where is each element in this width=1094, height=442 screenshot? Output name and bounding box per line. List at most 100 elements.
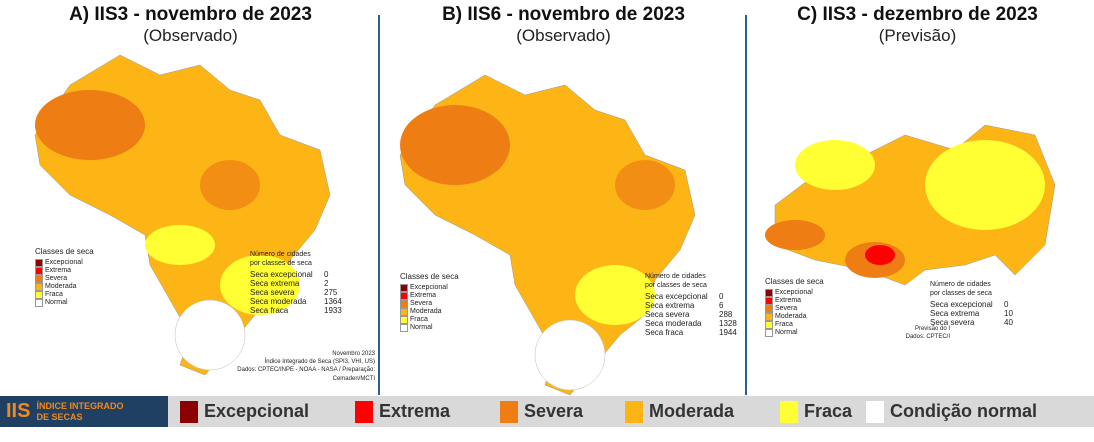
legend-swatch <box>400 284 408 292</box>
legend-label: Moderada <box>775 313 807 320</box>
legend-swatch <box>355 400 373 423</box>
row-label: Seca severa <box>930 318 975 327</box>
logo-mark: IIS <box>6 400 31 422</box>
legend-label: Extrema <box>410 292 437 299</box>
legend-label: Normal <box>775 329 798 336</box>
legend-swatch <box>765 289 773 297</box>
legend-swatch <box>35 299 43 307</box>
legend-label: Severa <box>775 305 798 312</box>
legend-label: Severa <box>45 275 68 282</box>
legend-label: Fraca <box>410 316 428 323</box>
legend-swatch <box>35 275 43 283</box>
panel-title: A) IIS3 - novembro de 2023 <box>69 4 312 25</box>
legend-swatch <box>765 305 773 313</box>
row-value: 1944 <box>719 328 737 337</box>
table-title: Número de cidades por classes de seca <box>250 251 312 267</box>
logo: IIS ÍNDICE INTEGRADO DE SECAS <box>0 396 168 427</box>
note: Dados: CPTEC/I <box>905 334 950 340</box>
legend-item: Extrema <box>355 396 450 427</box>
row-label: Seca excepcional <box>250 270 313 279</box>
legend-swatch <box>625 400 643 423</box>
row-value: 275 <box>324 288 338 297</box>
divider <box>378 15 380 395</box>
row-label: Seca moderada <box>645 319 702 328</box>
row-label: Seca extrema <box>645 301 695 310</box>
map-c <box>765 124 1056 286</box>
legend-swatch <box>400 300 408 308</box>
legend-label: Moderada <box>410 308 442 315</box>
row-value: 1364 <box>324 297 342 306</box>
table-title: Número de cidades por classes de seca <box>930 281 992 297</box>
legend-item: Moderada <box>625 396 734 427</box>
row-value: 0 <box>1004 300 1009 309</box>
legend-title: Classes de seca <box>400 272 459 281</box>
row-value: 6 <box>719 301 724 310</box>
row-value: 1328 <box>719 319 737 328</box>
panel-subtitle: (Observado) <box>516 26 611 45</box>
legend-swatch <box>35 259 43 267</box>
note: Índice Integrado de Seca (SPI3, VHI, US) <box>264 359 375 365</box>
panel-title: C) IIS3 - dezembro de 2023 <box>797 4 1038 25</box>
row-label: Seca fraca <box>645 328 684 337</box>
note: Previsão do I <box>914 326 950 332</box>
row-value: 0 <box>324 270 329 279</box>
maps <box>34 54 1056 396</box>
legend-label: Fraca <box>775 321 793 328</box>
legend-item: Fraca <box>780 396 852 427</box>
legend-label: Severa <box>524 401 584 421</box>
legend-title: Classes de seca <box>35 247 94 256</box>
legend-item: Severa <box>500 396 583 427</box>
map-a <box>34 54 331 376</box>
legend-swatch <box>866 400 884 423</box>
legend-swatch <box>35 291 43 299</box>
legend-label: Extrema <box>45 267 72 274</box>
row-label: Seca severa <box>250 288 295 297</box>
legend-swatch <box>765 329 773 337</box>
legend-label: Normal <box>45 299 68 306</box>
row-label: Seca severa <box>645 310 690 319</box>
legend-label: Condição normal <box>890 401 1038 421</box>
legend-label: Fraca <box>804 401 853 421</box>
legend-swatch <box>765 321 773 329</box>
legend-label: Normal <box>410 324 433 331</box>
row-label: Seca extrema <box>930 309 980 318</box>
note: Dados: CPTEC/INPE - NOAA - NASA / Prepar… <box>237 367 375 382</box>
row-label: Seca moderada <box>250 297 307 306</box>
panel-subtitle: (Observado) <box>143 26 238 45</box>
legend-label: Excepcional <box>775 289 813 296</box>
legend-item: Condição normal <box>866 396 1037 427</box>
legend-swatch <box>780 400 798 423</box>
table-title: Número de cidades por classes de seca <box>645 273 707 289</box>
row-value: 2 <box>324 279 329 288</box>
legend-label: Moderada <box>45 283 77 290</box>
legend-swatch <box>400 324 408 332</box>
legend-swatch <box>500 400 518 423</box>
row-value: 0 <box>719 292 724 301</box>
legend-swatch <box>400 316 408 324</box>
legend-swatch <box>180 400 198 423</box>
legend-label: Excepcional <box>204 401 310 421</box>
legend-title: Classes de seca <box>765 277 824 286</box>
legend-label: Extrema <box>775 297 802 304</box>
row-label: Seca fraca <box>250 306 289 315</box>
legend-swatch <box>35 267 43 275</box>
panel-subtitle: (Previsão) <box>878 26 957 45</box>
legend-label: Excepcional <box>410 284 448 291</box>
legend-label: Extrema <box>379 401 451 421</box>
legend-item: Excepcional <box>180 396 309 427</box>
map-b <box>399 74 696 396</box>
legend-label: Fraca <box>45 291 63 298</box>
legend-swatch <box>400 292 408 300</box>
row-value: 1933 <box>324 306 342 315</box>
note: Novembro 2023 <box>332 351 375 357</box>
legend-swatch <box>35 283 43 291</box>
row-label: Seca extrema <box>250 279 300 288</box>
legend-label: Excepcional <box>45 259 83 266</box>
panel-title: B) IIS6 - novembro de 2023 <box>442 4 685 25</box>
row-value: 10 <box>1004 309 1013 318</box>
logo-text: ÍNDICE INTEGRADO DE SECAS <box>36 400 124 422</box>
row-label: Seca excepcional <box>930 300 993 309</box>
legend-swatch <box>765 313 773 321</box>
row-value: 288 <box>719 310 733 319</box>
